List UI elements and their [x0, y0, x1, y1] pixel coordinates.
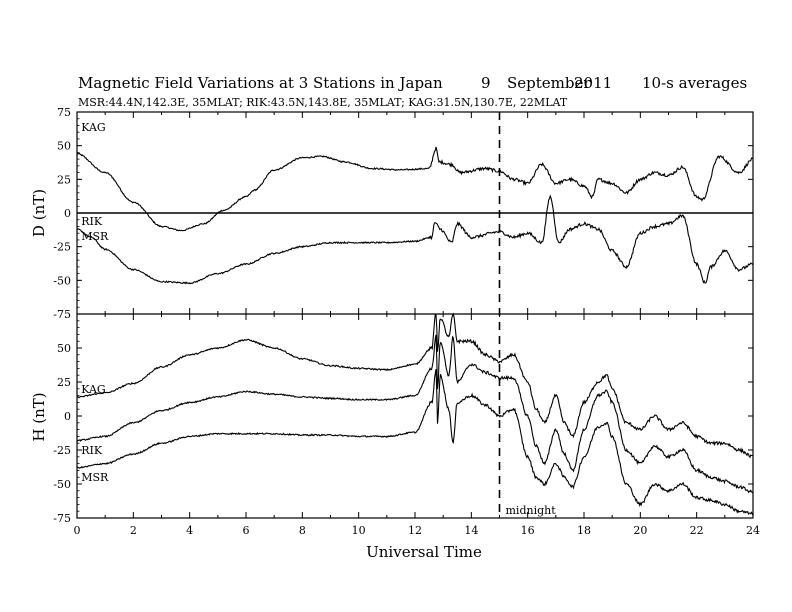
x-tick-label: 22: [690, 524, 704, 537]
averaging-label: 10-s averages: [642, 74, 747, 92]
x-tick-label: 0: [74, 524, 81, 537]
y-tick-label: -25: [53, 241, 71, 254]
x-tick-label: 4: [186, 524, 193, 537]
d-axis-label: D (nT): [30, 189, 48, 237]
station-coordinates: MSR:44.4N,142.3E, 35MLAT; RIK:43.5N,143.…: [78, 96, 568, 109]
series-line-rik: [76, 334, 754, 494]
x-tick-label: 10: [352, 524, 366, 537]
series-label-kag: KAG: [81, 383, 106, 396]
x-tick-label: 2: [130, 524, 137, 537]
y-tick-label: 0: [64, 410, 71, 423]
x-tick-label: 16: [521, 524, 535, 537]
h-axis-label: H (nT): [30, 392, 48, 441]
series-line-msr: [76, 369, 754, 516]
y-tick-label: 75: [57, 106, 71, 119]
y-tick-label: 50: [57, 342, 71, 355]
series-line-rik: [76, 194, 754, 285]
y-tick-label: 25: [57, 173, 71, 186]
y-tick-label: -75: [53, 308, 71, 321]
y-tick-label: 25: [57, 376, 71, 389]
x-tick-label: 14: [464, 524, 478, 537]
d-panel: 75 50 25 0 -25 -50 -75 KAG RIK MSR: [53, 106, 754, 321]
series-label-kag: KAG: [81, 121, 106, 134]
x-tick-label: 24: [746, 524, 760, 537]
x-tick-label: 18: [577, 524, 591, 537]
figure-title: Magnetic Field Variations at 3 Stations …: [78, 74, 443, 92]
x-tick-label: 6: [243, 524, 250, 537]
y-tick-label: 0: [64, 207, 71, 220]
series-label-rik: RIK: [81, 215, 103, 228]
y-tick-label: -75: [53, 512, 71, 525]
y-tick-label: -50: [53, 274, 71, 287]
date-year: 2011: [574, 74, 612, 92]
series-label-msr: MSR: [81, 471, 109, 484]
x-tick-label: 20: [633, 524, 647, 537]
date-day: 9: [481, 74, 491, 92]
series-label-msr: MSR: [81, 230, 109, 243]
y-tick-label: 50: [57, 140, 71, 153]
series-line-kag: [76, 146, 754, 232]
y-tick-label: -50: [53, 478, 71, 491]
midnight-annotation: midnight: [506, 504, 557, 517]
x-tick-label: 12: [408, 524, 422, 537]
x-axis-label: Universal Time: [366, 543, 482, 561]
series-label-rik: RIK: [81, 444, 103, 457]
x-tick-label: 8: [299, 524, 306, 537]
y-tick-label: -25: [53, 444, 71, 457]
date-month: September: [507, 74, 591, 92]
series-line-kag: [76, 312, 754, 459]
